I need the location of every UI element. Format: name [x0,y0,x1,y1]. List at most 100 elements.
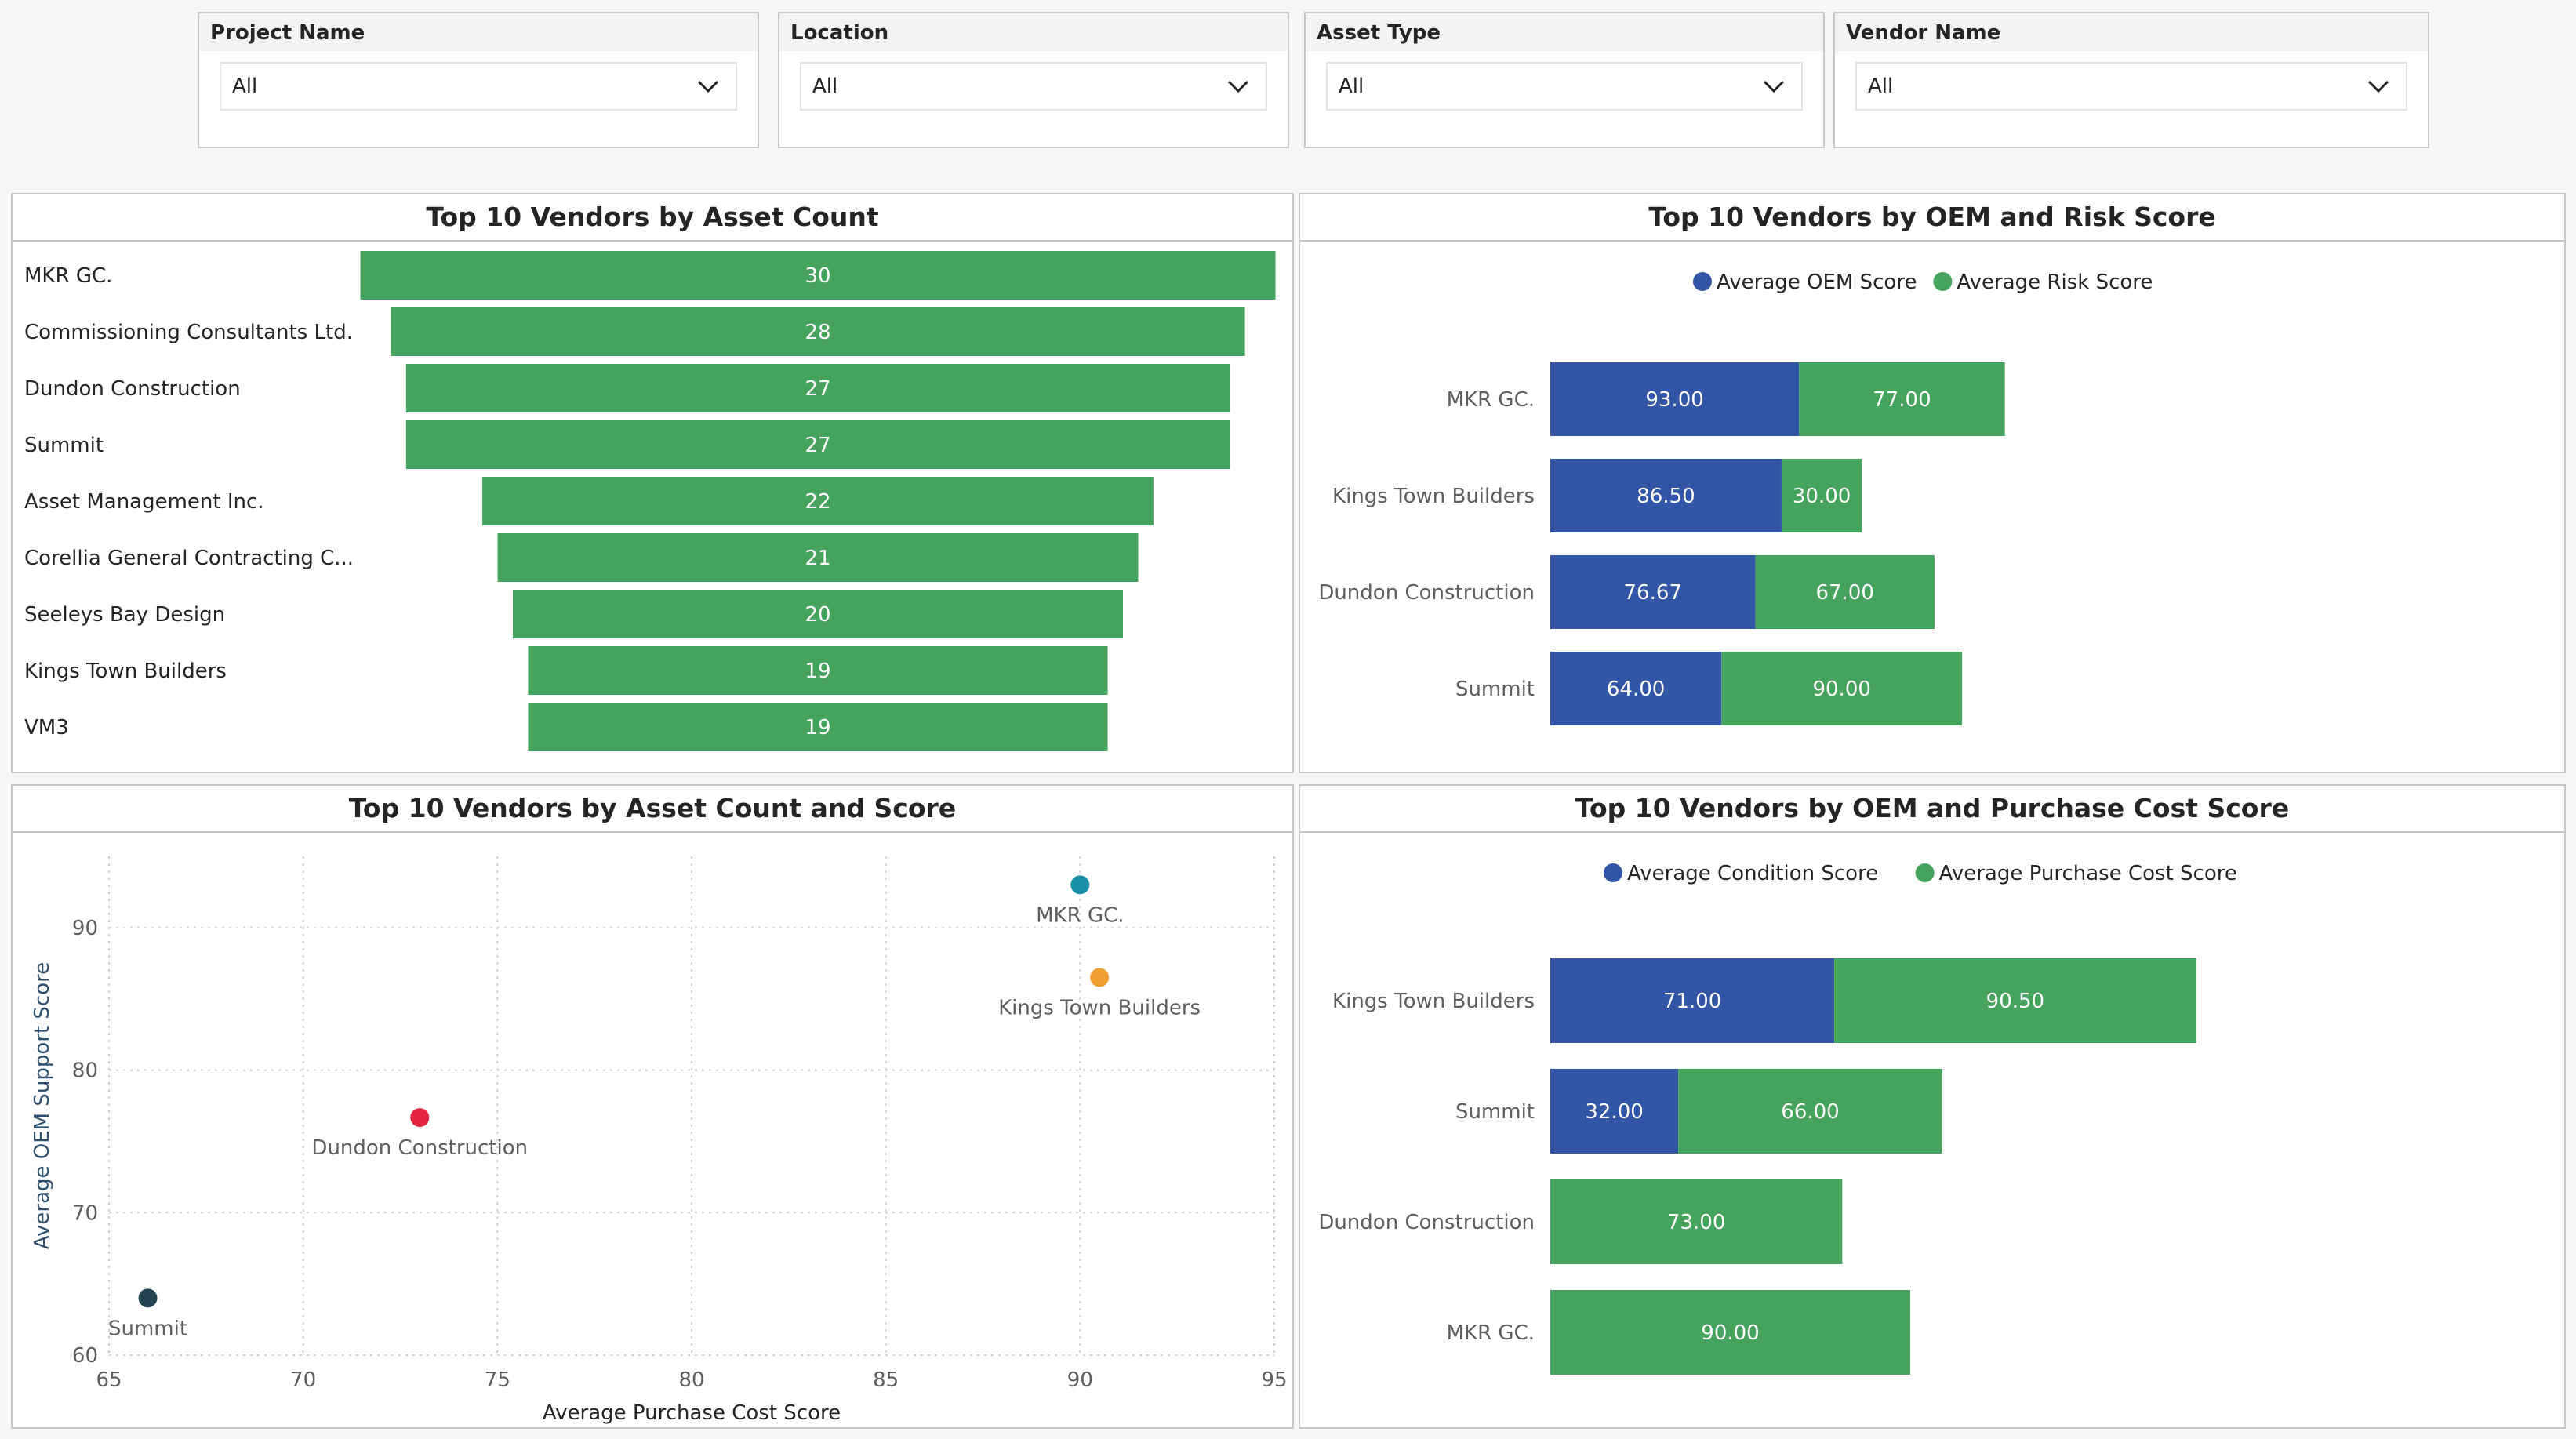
stacked-bar-segment [1550,1290,1910,1375]
data-label: 77.00 [1873,388,1931,412]
data-label: 73.00 [1667,1211,1725,1234]
stacked-bar-segment [1678,1069,1942,1154]
project-name-dropdown[interactable]: All [220,62,737,111]
data-label: 28 [805,321,830,344]
point-label: Kings Town Builders [998,996,1201,1019]
x-tick-label: 95 [1261,1368,1287,1392]
chevron-down-icon [1763,80,1785,93]
slicer-label: Location [790,21,889,45]
dropdown-value: All [232,74,258,98]
scatter-point [410,1108,430,1128]
x-tick-label: 65 [96,1368,122,1392]
slicer-label: Project Name [210,21,365,45]
point-label: MKR GC. [1036,903,1124,927]
slicer-header [1306,13,1823,51]
funnel-bar [528,646,1108,695]
data-label: 64.00 [1607,678,1665,701]
category-label: MKR GC. [1447,388,1535,412]
location-dropdown[interactable]: All [800,62,1267,111]
category-label: MKR GC. [1447,1321,1535,1345]
stacked-bar-segment [1755,555,1935,629]
data-label: 86.50 [1637,485,1695,508]
slicer-header [199,13,758,51]
scatter-point [1070,875,1090,895]
scatter-point [138,1288,158,1308]
data-label: 27 [805,377,830,401]
x-tick-label: 90 [1067,1368,1093,1392]
chevron-down-icon [697,80,719,93]
funnel-bar [482,477,1154,525]
category-label: Dundon Construction [1318,581,1535,605]
stacked-bar-segment [1550,1069,1679,1154]
data-label: 90.00 [1701,1321,1759,1345]
panel-count-score: Top 10 Vendors by Asset Count and Score … [11,784,1294,1429]
y-tick-label: 80 [72,1059,98,1083]
funnel-bar [405,364,1230,412]
point-label: Summit [108,1317,187,1340]
slicer-header [1835,13,2428,51]
dropdown-value: All [1868,74,1894,98]
chevron-down-icon [2367,80,2389,93]
category-label: Summit [1455,678,1535,701]
y-tick-label: 90 [72,917,98,940]
data-label: 71.00 [1663,990,1721,1013]
panel-asset-count: Top 10 Vendors by Asset Count MKR GC. 30 C… [11,193,1294,773]
category-label: MKR GC. [24,264,112,288]
category-label: Commissioning Consultants Ltd. [24,321,353,344]
funnel-bar [391,307,1245,356]
y-tick-label: 70 [72,1201,98,1225]
oem-purchase-stacked-bar-chart: Average Condition Score Average Purchase … [1318,862,2237,1375]
data-label: 93.00 [1645,388,1703,412]
data-label: 22 [805,490,830,514]
slicer-location: Location All [778,12,1289,148]
stacked-bar-segment [1834,958,2196,1043]
funnel-bar [360,251,1276,300]
data-label: 66.00 [1781,1100,1839,1124]
data-label: 27 [805,434,830,457]
category-label: Asset Management Inc. [24,490,264,514]
slicer-asset-type: Asset Type All [1304,12,1825,148]
category-label: Kings Town Builders [1332,485,1535,508]
category-label: Summit [24,434,104,457]
point-label: Dundon Construction [311,1136,528,1160]
panel-oem-risk: Top 10 Vendors by OEM and Risk Score Ave… [1299,193,2566,773]
category-label: Seeleys Bay Design [24,603,225,627]
chart-title: Top 10 Vendors by OEM and Purchase Cost … [1300,786,2564,833]
oem-risk-stacked-bar-chart: Average OEM Score Average Risk Score MKR G… [1318,271,2153,725]
data-label: 19 [805,716,830,739]
x-tick-label: 85 [873,1368,899,1392]
data-label: 90.50 [1986,990,2044,1013]
data-label: 76.67 [1624,581,1682,605]
stacked-bar-segment [1550,362,1800,436]
funnel-bar [405,420,1230,469]
slicer-label: Asset Type [1317,21,1441,45]
scatter-point [1090,968,1110,987]
asset-type-dropdown[interactable]: All [1326,62,1803,111]
data-label: 67.00 [1815,581,1873,605]
data-label: 30 [805,264,830,288]
vendor-name-dropdown[interactable]: All [1855,62,2407,111]
x-tick-label: 70 [290,1368,316,1392]
dropdown-value: All [812,74,838,98]
legend-label: Average Risk Score [1957,271,2153,294]
stacked-bar-segment [1550,459,1782,532]
slicer-vendor-name: Vendor Name All [1833,12,2429,148]
count-score-scatter-chart: 65 70 75 80 85 90 95 60 70 80 90 Average Purchase C… [31,856,1288,1425]
slicer-project-name: Project Name All [198,12,759,148]
x-axis-title: Average Purchase Cost Score [543,1401,841,1425]
dropdown-value: All [1339,74,1364,98]
data-label: 19 [805,660,830,683]
legend-label: Average Purchase Cost Score [1939,862,2237,885]
data-label: 90.00 [1812,678,1870,701]
category-label: Kings Town Builders [24,660,227,683]
stacked-bar-segment [1550,958,1835,1043]
chart-title: Top 10 Vendors by OEM and Risk Score [1300,194,2564,242]
data-label: 30.00 [1793,485,1851,508]
legend-label: Average OEM Score [1717,271,1917,294]
chart-title: Top 10 Vendors by Asset Count [13,194,1292,242]
chevron-down-icon [1227,80,1249,93]
chart-title: Top 10 Vendors by Asset Count and Score [13,786,1292,833]
stacked-bar-segment [1781,459,1862,532]
legend-label: Average Condition Score [1627,862,1878,885]
category-label: Dundon Construction [1318,1211,1535,1234]
